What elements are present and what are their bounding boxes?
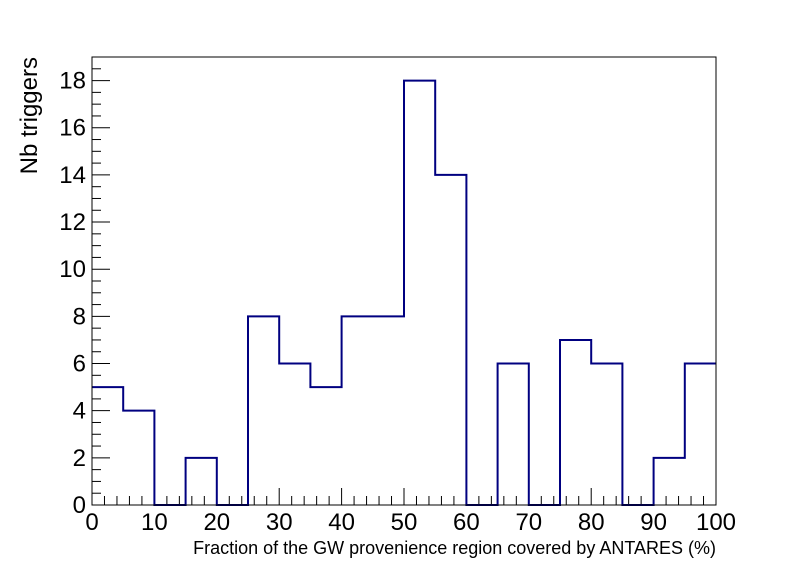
x-tick-label: 60 [453, 509, 480, 536]
x-tick-label: 40 [328, 509, 355, 536]
x-tick-label: 70 [515, 509, 542, 536]
x-tick-label: 100 [696, 509, 736, 536]
plot-frame [91, 56, 717, 506]
y-tick-label: 16 [59, 115, 86, 142]
y-tick-label: 6 [73, 351, 86, 378]
x-tick-label: 30 [266, 509, 293, 536]
histogram-series-line [92, 79, 716, 506]
x-tick-label: 10 [141, 509, 168, 536]
x-tick-label: 0 [85, 509, 98, 536]
y-tick-label: 8 [73, 303, 86, 330]
y-tick-label: 10 [59, 256, 86, 283]
x-tick-labels: 0 10 20 30 40 50 60 70 80 90 100 [85, 509, 736, 536]
x-tick-label: 20 [203, 509, 230, 536]
y-tick-label: 12 [59, 209, 86, 236]
y-tick-labels: 0 2 4 6 8 10 12 14 16 18 [59, 68, 86, 519]
x-tick-label: 50 [391, 509, 418, 536]
y-tick-label: 4 [73, 398, 86, 425]
x-tick-label: 80 [578, 509, 605, 536]
y-tick-label: 0 [73, 492, 86, 519]
y-tick-label: 2 [73, 445, 86, 472]
x-tick-label: 90 [640, 509, 667, 536]
y-axis-title: Nb triggers [16, 57, 43, 174]
y-tick-label: 18 [59, 68, 86, 95]
y-tick-label: 14 [59, 162, 86, 189]
x-axis-title: Fraction of the GW provenience region co… [193, 538, 716, 558]
